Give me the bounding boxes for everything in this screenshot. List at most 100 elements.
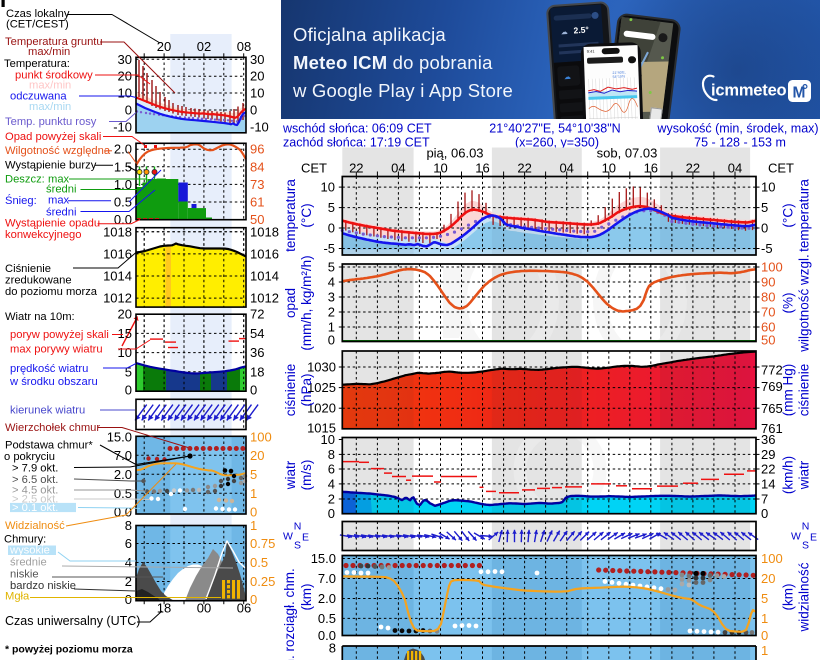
svg-text:odczuwana: odczuwana xyxy=(10,91,67,103)
svg-text:wschód słońca: 06:09 CET: wschód słońca: 06:09 CET xyxy=(282,122,432,136)
svg-text:0: 0 xyxy=(125,382,132,397)
svg-text:7.0: 7.0 xyxy=(114,448,132,463)
svg-text:1018: 1018 xyxy=(103,224,132,239)
svg-text:(%): (%) xyxy=(781,293,796,314)
svg-text:Ciśnienie: Ciśnienie xyxy=(5,263,51,275)
svg-text:10: 10 xyxy=(118,86,132,101)
svg-text:2.0: 2.0 xyxy=(114,142,132,157)
svg-text:7.0: 7.0 xyxy=(318,571,336,586)
svg-text:50: 50 xyxy=(250,212,264,227)
svg-text:(mm/h, kg/m²/h): (mm/h, kg/m²/h) xyxy=(299,255,314,350)
svg-text:pią, 06.03: pią, 06.03 xyxy=(426,146,483,161)
svg-text:Chmury:: Chmury: xyxy=(4,534,46,546)
svg-text:> 7.9 okt.: > 7.9 okt. xyxy=(12,463,58,475)
svg-text:16: 16 xyxy=(644,161,658,176)
svg-text:5: 5 xyxy=(761,200,768,215)
svg-text:0: 0 xyxy=(250,592,257,607)
svg-text:772: 772 xyxy=(761,363,783,378)
svg-text:7: 7 xyxy=(761,492,768,507)
svg-text:765: 765 xyxy=(761,401,783,416)
svg-text:N: N xyxy=(802,521,810,533)
svg-text:Wystąpienie opadu: Wystąpienie opadu xyxy=(5,218,100,230)
svg-text:wiatr: wiatr xyxy=(797,460,812,490)
svg-text:2: 2 xyxy=(328,492,335,507)
svg-text:10: 10 xyxy=(321,432,335,447)
svg-text:4: 4 xyxy=(328,476,335,491)
svg-text:60: 60 xyxy=(761,320,775,335)
svg-text:761: 761 xyxy=(761,421,783,436)
svg-text:21°40'27"E, 54°10'38"N: 21°40'27"E, 54°10'38"N xyxy=(489,122,620,136)
svg-text:04: 04 xyxy=(728,161,742,176)
svg-text:W: W xyxy=(791,531,801,543)
svg-text:(CET/CEST): (CET/CEST) xyxy=(6,19,69,31)
svg-text:75 - 128 - 153 m: 75 - 128 - 153 m xyxy=(694,136,786,150)
svg-text:Wiatr na 10m:: Wiatr na 10m: xyxy=(5,311,75,323)
svg-text:e pion. rozciągł. chm.: e pion. rozciągł. chm. xyxy=(282,568,297,660)
svg-text:54: 54 xyxy=(250,326,264,341)
svg-text:Podstawa chmur*: Podstawa chmur* xyxy=(5,440,93,452)
svg-text:02: 02 xyxy=(197,39,211,54)
svg-text:bardzo niskie: bardzo niskie xyxy=(10,580,76,592)
svg-text:1020: 1020 xyxy=(307,401,336,416)
svg-text:1012: 1012 xyxy=(250,291,279,306)
svg-text:Temperatura:: Temperatura: xyxy=(4,58,70,70)
svg-text:-5: -5 xyxy=(761,241,773,256)
svg-text:Mgła: Mgła xyxy=(5,591,30,603)
svg-text:M: M xyxy=(793,85,806,102)
svg-text:5: 5 xyxy=(328,260,335,275)
svg-text:18: 18 xyxy=(250,364,264,379)
svg-text:1: 1 xyxy=(761,611,768,626)
svg-text:29: 29 xyxy=(761,447,775,462)
svg-text:(m/s): (m/s) xyxy=(299,460,314,491)
svg-text:max: max xyxy=(48,174,70,186)
svg-text:-10: -10 xyxy=(250,119,269,134)
svg-text:Czas uniwersalny (UTC): Czas uniwersalny (UTC) xyxy=(5,614,140,628)
svg-text:(km): (km) xyxy=(299,584,314,611)
svg-text:0: 0 xyxy=(761,221,768,236)
svg-text:-10: -10 xyxy=(113,119,132,134)
svg-text:średnie: średnie xyxy=(10,557,47,569)
svg-text:10: 10 xyxy=(433,161,447,176)
svg-text:1025: 1025 xyxy=(307,380,336,395)
svg-text:3: 3 xyxy=(328,290,335,305)
svg-text:S: S xyxy=(294,540,301,552)
svg-text:80: 80 xyxy=(761,290,775,305)
svg-text:0: 0 xyxy=(250,103,257,118)
svg-text:6: 6 xyxy=(125,536,132,551)
svg-text:100: 100 xyxy=(761,260,783,275)
svg-text:84: 84 xyxy=(250,159,264,174)
svg-text:temperatura: temperatura xyxy=(797,179,812,252)
svg-text:niskie: niskie xyxy=(10,569,39,581)
svg-text:wilgotność wzgl.: wilgotność wzgl. xyxy=(797,254,812,353)
svg-text:16: 16 xyxy=(475,161,489,176)
svg-text:-5: -5 xyxy=(323,241,335,256)
svg-text:Wystąpienie burzy: Wystąpienie burzy xyxy=(5,159,97,171)
svg-text:36: 36 xyxy=(761,432,775,447)
svg-text:W: W xyxy=(283,531,293,543)
svg-text:Temp. punktu rosy: Temp. punktu rosy xyxy=(5,116,97,128)
svg-text:S: S xyxy=(802,540,809,552)
svg-text:Opad powyżej skali: Opad powyżej skali xyxy=(5,131,101,143)
svg-text:5: 5 xyxy=(250,467,257,482)
svg-text:Śnieg:: Śnieg: xyxy=(5,194,37,207)
svg-text:1015: 1015 xyxy=(307,420,336,435)
svg-text:(km/h): (km/h) xyxy=(781,456,796,494)
svg-text:4: 4 xyxy=(328,275,335,290)
svg-text:1018: 1018 xyxy=(250,224,279,239)
svg-text:08: 08 xyxy=(237,39,251,54)
svg-text:Wilgotność względna: Wilgotność względna xyxy=(5,145,111,157)
svg-text:1012: 1012 xyxy=(103,291,132,306)
svg-text:2: 2 xyxy=(125,574,132,589)
svg-text:0.25: 0.25 xyxy=(250,574,275,589)
svg-text:N: N xyxy=(294,521,302,533)
svg-text:* powyżej poziomu morza: * powyżej poziomu morza xyxy=(5,644,133,656)
svg-text:CET: CET xyxy=(301,161,327,176)
svg-text:0.5: 0.5 xyxy=(250,555,268,570)
svg-text:1: 1 xyxy=(250,486,257,501)
svg-text:0: 0 xyxy=(250,382,257,397)
svg-text:0: 0 xyxy=(761,506,768,521)
svg-text:1016: 1016 xyxy=(103,246,132,261)
svg-text:8: 8 xyxy=(328,447,335,462)
svg-text:61: 61 xyxy=(250,195,264,210)
svg-text:14: 14 xyxy=(761,476,775,491)
